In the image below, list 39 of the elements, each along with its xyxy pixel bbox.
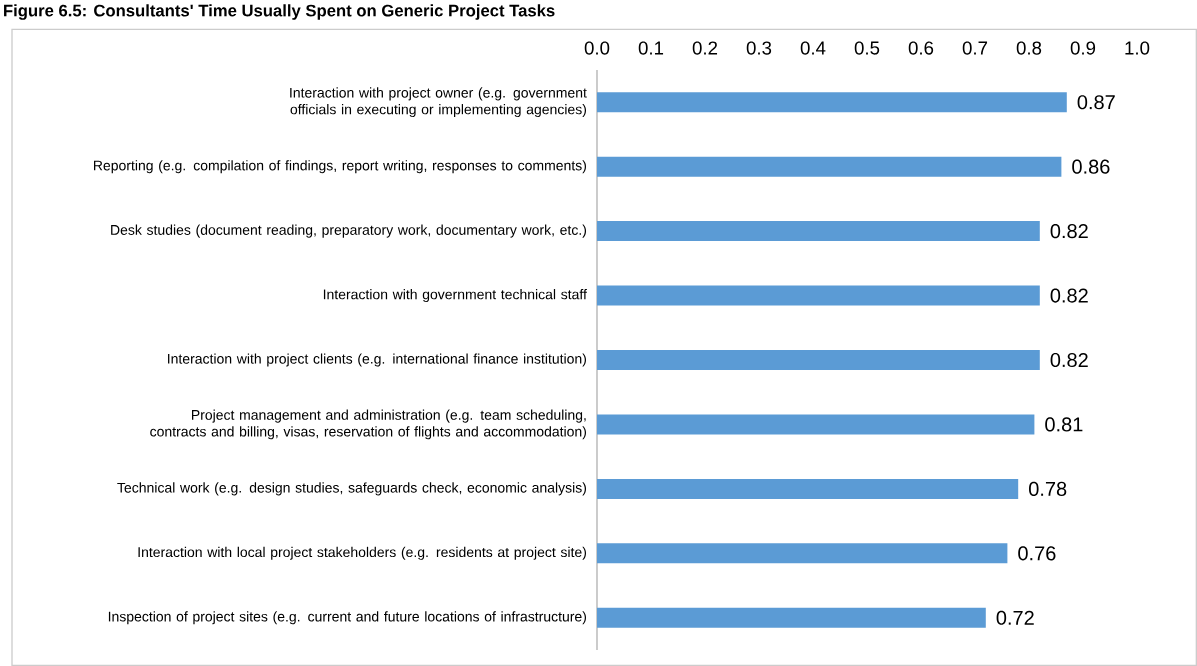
data-label: 0.82	[1050, 352, 1088, 368]
y-tick-label: Technical work (e.g. design studies, safeguards check, economic analysis)	[117, 482, 586, 496]
x-tick-label: 0.1	[638, 41, 664, 55]
x-tick-label: 0.3	[746, 41, 772, 55]
data-label: 0.82	[1050, 288, 1088, 303]
y-tick-label: Interaction with project clients (e.g. international finance institution)	[168, 353, 586, 367]
text: Figure 6.5: Consultants' Time Usually Spent on Generic Project Tasks	[4, 4, 555, 20]
bar	[597, 543, 1008, 564]
x-tick-label: 0.5	[854, 41, 880, 55]
y-tick-label: Interaction with government technical staff	[323, 289, 587, 303]
bar	[597, 285, 1040, 306]
data-label: 0.82	[1050, 224, 1088, 239]
bar	[597, 156, 1062, 177]
y-tick-label: Inspection of project sites (e.g. current and future locations of infrastructure)	[108, 611, 587, 625]
data-label: 0.72	[996, 610, 1034, 625]
bar	[597, 221, 1040, 242]
x-tick-label: 0.6	[908, 41, 934, 55]
y-tick-label: Project management and administration (e.g. team scheduling, contracts and billing, visas, reservation of flights and accommodation)	[150, 409, 586, 440]
bar	[597, 478, 1019, 499]
y-tick-label: Desk studies (document reading, preparatory work, documentary work, etc.)	[111, 224, 587, 238]
data-label: 0.78	[1029, 481, 1067, 496]
bar	[597, 414, 1035, 435]
bar	[597, 92, 1067, 113]
data-label: 0.81	[1045, 417, 1083, 432]
y-tick-label: Reporting (e.g. compilation of findings, report writing, responses to comments)	[94, 160, 586, 174]
x-tick-label: 0.8	[1016, 41, 1042, 55]
x-tick-label: 0.0	[584, 41, 610, 55]
x-tick-label: 0.9	[1070, 41, 1096, 55]
x-tick-label: 1.0	[1125, 41, 1150, 55]
data-label: 0.86	[1072, 159, 1110, 174]
bar	[597, 350, 1040, 370]
y-tick-label: Interaction with local project stakeholders (e.g. residents at project site)	[138, 546, 587, 560]
x-tick-label: 0.2	[692, 41, 718, 55]
y-tick-label: Interaction with project owner (e.g. government officials in executing or implementing agencies)	[290, 87, 587, 118]
x-tick-label: 0.7	[962, 41, 988, 55]
data-label: 0.87	[1077, 95, 1115, 110]
bar	[597, 607, 986, 628]
data-label: 0.76	[1018, 546, 1056, 561]
x-tick-label: 0.4	[800, 41, 826, 55]
